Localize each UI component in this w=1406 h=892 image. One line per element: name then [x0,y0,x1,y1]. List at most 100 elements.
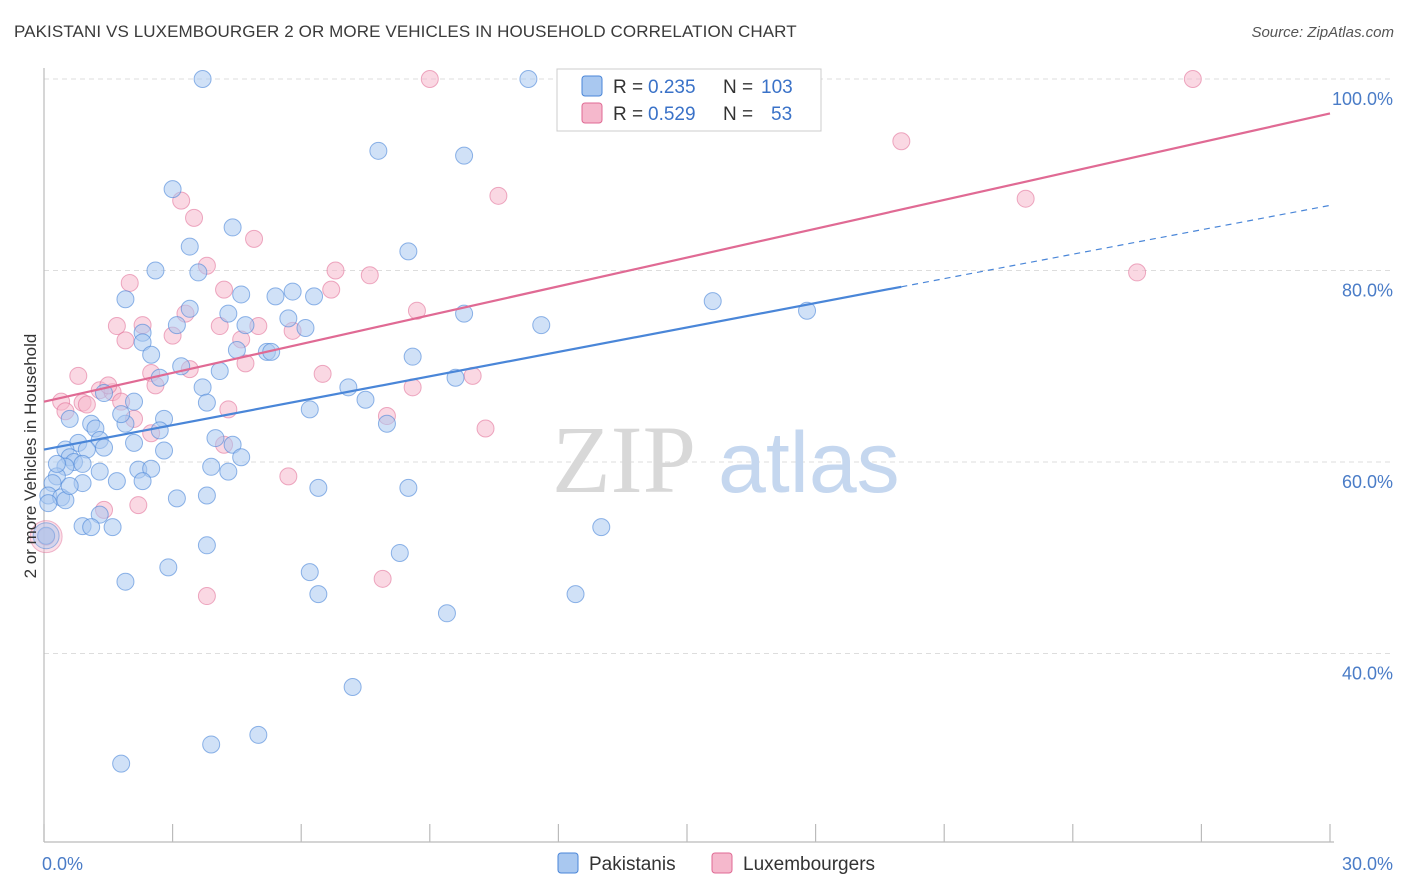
data-point-pakistanis [95,438,114,457]
data-point-luxembourgers [129,496,148,515]
data-point-pakistanis [403,347,422,366]
chart-title: PAKISTANI VS LUXEMBOURGER 2 OR MORE VEHI… [14,22,797,41]
axes [43,68,1334,843]
data-point-luxembourgers [107,317,126,336]
bottom-legend-swatch-luxembourgers [711,852,733,874]
data-point-luxembourgers [185,208,204,227]
data-point-pakistanis [219,462,238,481]
legend-n-value: 103 [761,77,793,98]
data-point-pakistanis [223,218,242,237]
bottom-legend-swatch-pakistanis [557,852,579,874]
data-point-pakistanis [103,518,122,537]
data-point-pakistanis [133,333,152,352]
data-point-luxembourgers [236,354,255,373]
data-point-pakistanis [116,572,135,591]
legend: R = 0.235 N = 103 R = 0.529 N = 53 [556,68,822,132]
x-tick-label: 0.0% [42,854,83,874]
data-point-pakistanis [146,261,165,280]
tick-labels: 40.0% 60.0% 80.0% 100.0% 0.0% 30.0% [42,89,1393,874]
data-point-pakistanis [223,435,242,454]
y-tick-label: 60.0% [1342,472,1393,492]
series-luxembourgers-points [29,70,1202,606]
data-point-pakistanis [232,448,251,467]
data-point-pakistanis [116,290,135,309]
data-point-pakistanis [532,316,551,335]
watermark-atlas: atlas [718,415,900,511]
legend-swatch-pakistanis [581,75,603,97]
data-point-pakistanis [133,472,152,491]
data-point-pakistanis [446,368,465,387]
data-point-pakistanis [202,735,221,754]
watermark-zip: ZIP [552,406,696,513]
data-point-pakistanis [296,318,315,337]
bottom-legend-pakistanis: Pakistanis [589,854,676,875]
legend-swatch-luxembourgers [581,102,603,124]
data-point-pakistanis [39,494,58,513]
data-point-pakistanis [437,604,456,623]
data-point-pakistanis [82,518,101,537]
data-point-pakistanis [193,70,212,88]
trend-line-pakistanis [43,285,902,451]
data-point-pakistanis [159,558,178,577]
data-point-pakistanis [300,563,319,582]
data-point-pakistanis [369,141,388,160]
data-point-pakistanis [703,292,722,311]
data-point-pakistanis [112,754,131,773]
bottom-legend-luxembourgers: Luxembourgers [743,854,875,875]
data-point-luxembourgers [420,70,439,88]
legend-n-label: N = [723,77,753,98]
data-point-pakistanis [60,409,79,428]
data-point-pakistanis [399,242,418,261]
y-tick-label: 80.0% [1342,281,1393,301]
bottom-legend: Pakistanis Luxembourgers [557,852,875,875]
data-point-luxembourgers [1183,70,1202,88]
legend-r-value: 0.529 [648,104,696,125]
data-point-luxembourgers [489,186,508,205]
y-tick-label: 100.0% [1332,89,1393,109]
data-point-pakistanis [125,392,144,411]
data-point-pakistanis [232,285,251,304]
data-point-luxembourgers [69,366,88,385]
data-point-pakistanis [193,378,212,397]
data-point-pakistanis [60,476,79,495]
data-point-pakistanis [90,462,109,481]
trend-lines [43,112,1331,451]
data-point-luxembourgers [360,266,379,285]
data-point-pakistanis [219,304,238,323]
data-point-pakistanis [125,433,144,452]
data-point-luxembourgers [322,280,341,299]
data-point-pakistanis [279,309,298,328]
data-point-pakistanis [32,522,60,550]
data-point-pakistanis [227,340,246,359]
data-point-pakistanis [163,180,182,199]
trend-line-luxembourgers [43,112,1331,403]
data-point-pakistanis [210,362,229,381]
data-point-pakistanis [167,316,186,335]
data-point-pakistanis [73,454,92,473]
data-point-luxembourgers [77,395,96,414]
data-point-pakistanis [455,146,474,165]
data-point-luxembourgers [215,280,234,299]
data-point-luxembourgers [892,132,911,151]
data-point-luxembourgers [279,467,298,486]
data-point-pakistanis [377,414,396,433]
series-pakistanis-points [32,70,817,773]
data-point-pakistanis [180,237,199,256]
data-point-pakistanis [300,400,319,419]
data-point-pakistanis [283,282,302,301]
data-point-pakistanis [37,526,56,545]
data-point-pakistanis [197,393,216,412]
data-point-pakistanis [150,421,169,440]
data-point-pakistanis [90,505,109,524]
data-point-luxembourgers [245,229,264,248]
y-tick-label: 40.0% [1342,664,1393,684]
data-point-pakistanis [180,299,199,318]
data-point-pakistanis [107,472,126,491]
data-point-pakistanis [206,429,225,448]
legend-r-value: 0.235 [648,77,696,98]
data-point-luxembourgers [476,419,495,438]
data-point-pakistanis [390,543,409,562]
legend-n-value: 53 [771,104,792,125]
data-point-luxembourgers [1128,263,1147,282]
